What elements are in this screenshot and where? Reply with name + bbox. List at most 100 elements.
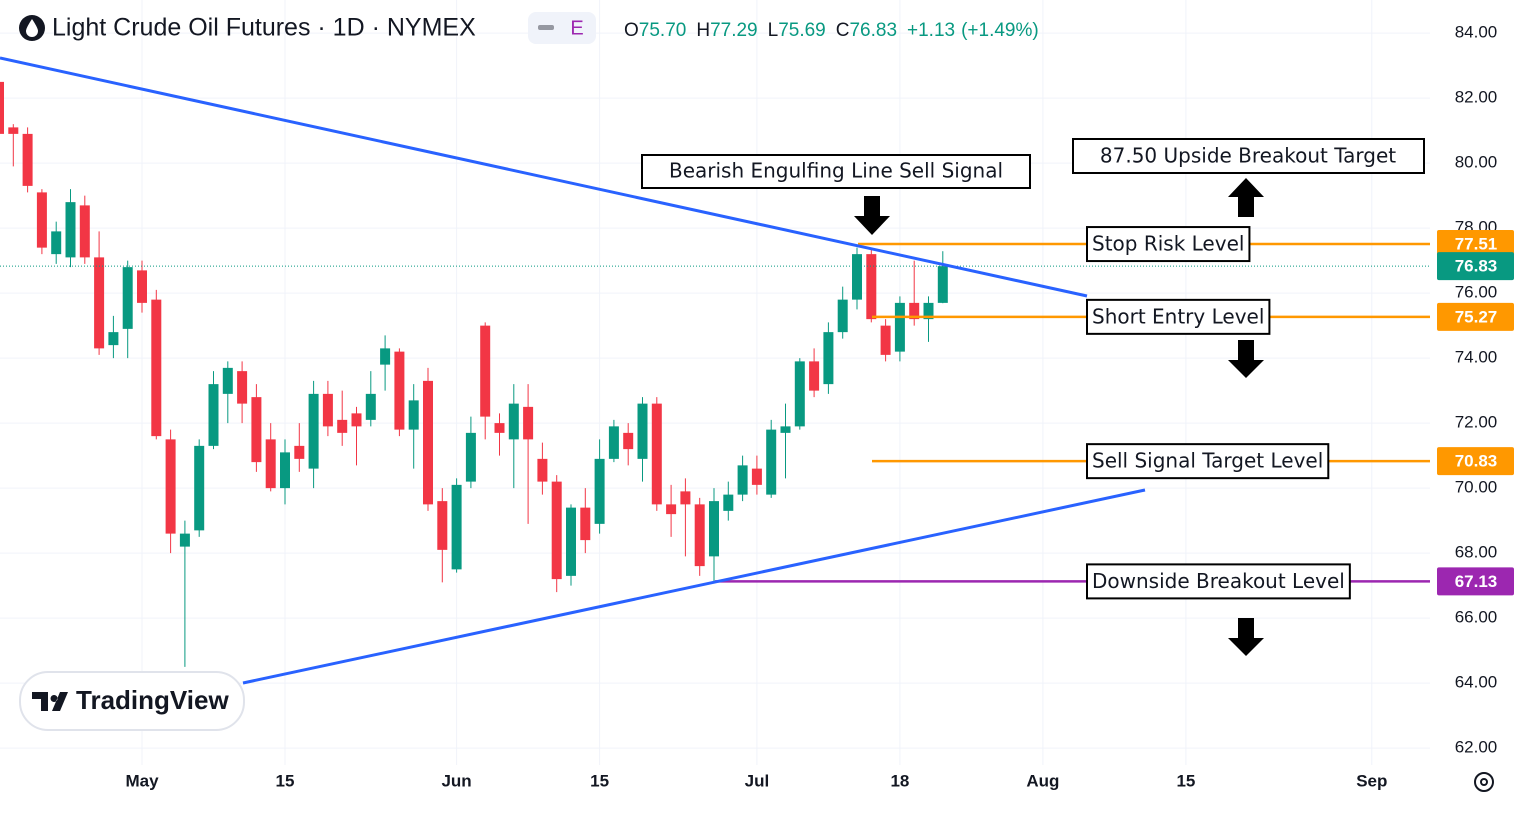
grid (0, 0, 1430, 765)
candle-body (208, 384, 219, 446)
candle-body (737, 465, 748, 495)
candle-body (880, 325, 891, 355)
candle-body (365, 393, 376, 420)
ohlc-label: H (696, 20, 710, 41)
candles (0, 81, 948, 667)
y-tick-label: 82.00 (1455, 88, 1498, 107)
candle-body (36, 192, 47, 248)
brand: TradingView (19, 671, 245, 731)
candle-body (766, 429, 777, 495)
candle-body (923, 302, 934, 320)
trendlines (0, 56, 1146, 685)
annotation-box (1072, 138, 1425, 174)
candle-body (137, 270, 147, 303)
candle-body (337, 419, 348, 433)
candle-body (709, 501, 719, 557)
y-tick-label: 66.00 (1455, 608, 1498, 627)
brand-name: TradingView (76, 685, 229, 715)
arrow-down (1228, 618, 1264, 656)
candle-body (937, 266, 948, 303)
candle-body (494, 423, 505, 433)
candle-body (580, 507, 591, 541)
level-label-box (1086, 226, 1251, 263)
candle-body (465, 432, 476, 482)
symbol-icon (26, 19, 38, 37)
change-pct: (+1.49%) (961, 20, 1039, 41)
arrows (854, 178, 1264, 656)
settings[interactable] (1474, 772, 1494, 792)
price-tag-label: 75.27 (1455, 307, 1498, 326)
candle-body (65, 202, 76, 258)
ohlc-label: L (768, 20, 779, 41)
trendline (242, 488, 1146, 685)
level-label-box (1086, 443, 1330, 480)
candle-body (837, 299, 848, 333)
level-label-box (1086, 563, 1351, 600)
candle-body (380, 348, 391, 365)
settings-icon[interactable] (1474, 772, 1494, 792)
candle-body (866, 254, 877, 320)
annotation-text: Bearish Engulfing Line Sell Signal (669, 159, 1003, 183)
candle-body (308, 393, 319, 469)
candle-body (394, 351, 405, 430)
x-tick-label: 15 (590, 771, 609, 790)
candle-body (623, 432, 634, 450)
candle-body (194, 445, 205, 531)
candle-body (322, 393, 333, 427)
candle-body (508, 403, 519, 440)
badge-icon (538, 25, 554, 30)
y-tick-label: 76.00 (1455, 283, 1498, 302)
price-tag-label: 67.13 (1455, 572, 1498, 591)
level-label: Downside Breakout Level (1092, 569, 1345, 593)
level-label: Stop Risk Level (1092, 232, 1244, 256)
y-tick-label: 68.00 (1455, 543, 1498, 562)
candle-body (0, 81, 4, 134)
candle-body (108, 332, 119, 346)
candle-body (451, 484, 462, 570)
brand-box (19, 671, 245, 731)
candle-body (894, 302, 905, 352)
candle-body (780, 426, 791, 433)
price-tag-label: 76.83 (1455, 257, 1498, 276)
y-tick-label: 74.00 (1455, 348, 1498, 367)
x-tick-label: May (125, 771, 159, 790)
y-tick-label: 62.00 (1455, 738, 1498, 757)
brand-logo (32, 692, 68, 711)
candle-body (280, 452, 290, 489)
candle-body (22, 133, 33, 186)
candle-body (852, 254, 862, 300)
candle-body (423, 380, 433, 505)
candle-body (680, 491, 691, 505)
candle-body (408, 400, 419, 430)
y-tick-label: 64.00 (1455, 673, 1498, 692)
candle-body (751, 468, 762, 485)
candle-body (809, 361, 820, 391)
arrow-down (854, 196, 890, 235)
arrow-down (1228, 340, 1264, 378)
y-tick-label: 70.00 (1455, 478, 1498, 497)
candle-body (823, 332, 834, 385)
price-tag (1437, 230, 1514, 259)
settings-icon[interactable] (1480, 778, 1488, 786)
candle-body (51, 231, 62, 255)
price-tag (1437, 252, 1514, 281)
level-label: Short Entry Level (1092, 304, 1264, 328)
arrow-up (1228, 178, 1264, 217)
candle-body (551, 481, 562, 580)
price-tag (1437, 302, 1514, 331)
candle-body (537, 458, 548, 482)
ohlc-label: C (836, 20, 850, 41)
candle-body (794, 361, 805, 427)
candle-body (122, 267, 133, 329)
badge (528, 12, 596, 44)
candle-body (79, 205, 90, 258)
ohlc: O75.70 H77.29 L75.69 C76.83 +1.13 (+1.49%) (624, 20, 1039, 41)
y-tick-label: 84.00 (1455, 23, 1498, 42)
candle-body (265, 439, 276, 489)
x-tick-label: 18 (890, 771, 909, 790)
candle-body (666, 504, 677, 515)
candle-body (94, 257, 105, 349)
candle-body (165, 439, 176, 534)
x-tick-label: Jun (441, 771, 471, 790)
